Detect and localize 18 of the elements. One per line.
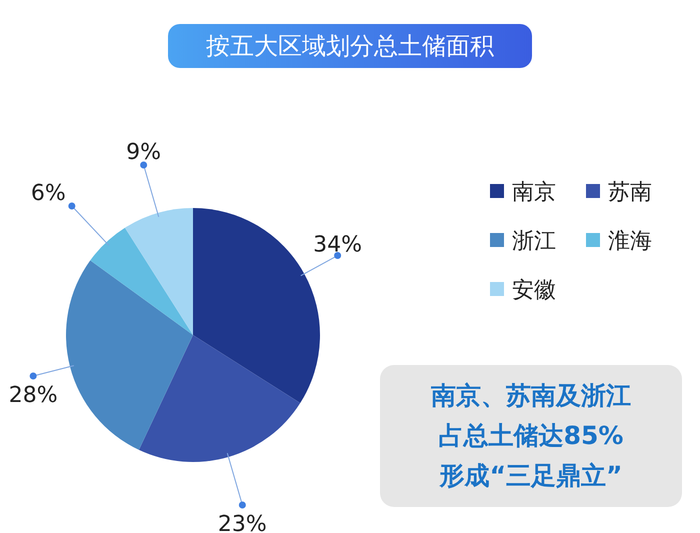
legend-label: 安徽 bbox=[512, 278, 556, 303]
pie-slice bbox=[138, 335, 300, 462]
pie-slice bbox=[66, 260, 193, 450]
legend-label: 南京 bbox=[512, 180, 556, 205]
legend-label: 淮海 bbox=[608, 229, 652, 254]
legend-label: 浙江 bbox=[512, 229, 556, 254]
legend-label: 苏南 bbox=[608, 180, 652, 205]
data-label: 28% bbox=[8, 383, 58, 408]
pie-slice bbox=[124, 208, 193, 335]
text: 占总土储达85% bbox=[438, 421, 624, 450]
data-label: 6% bbox=[30, 180, 66, 206]
chart-title: 按五大区域划分总土储面积 bbox=[206, 32, 494, 60]
data-label: 34% bbox=[313, 232, 362, 258]
text: 南京、苏南及浙江 bbox=[430, 381, 631, 410]
pie-slice bbox=[90, 228, 193, 335]
data-label: 9% bbox=[126, 140, 162, 166]
data-label: 23% bbox=[218, 512, 267, 533]
text: 形成“三足鼎立” bbox=[438, 461, 622, 490]
